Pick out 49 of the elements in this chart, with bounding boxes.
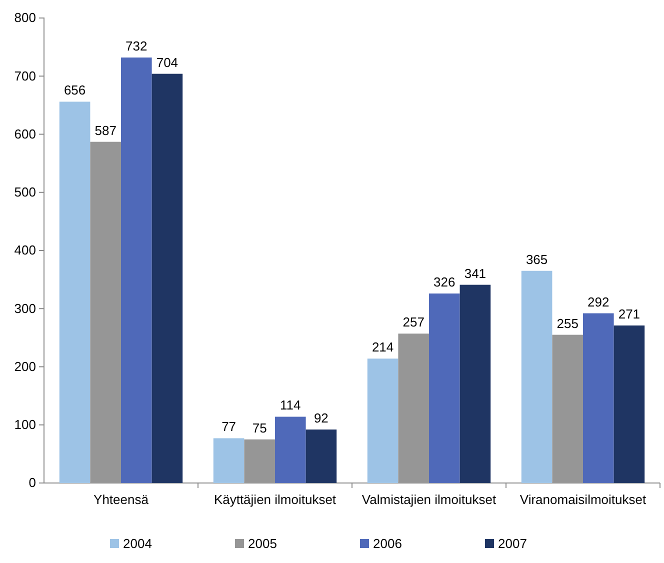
data-label: 257 (402, 314, 424, 330)
y-tick-label: 100 (14, 417, 36, 432)
bar (59, 102, 90, 483)
x-tick-label: Käyttäjien ilmoitukset (214, 492, 336, 507)
x-tick-label: Valmistajien ilmoitukset (362, 492, 496, 507)
y-tick-label: 0 (28, 475, 36, 490)
bar (614, 325, 645, 483)
bar (152, 74, 183, 483)
bar (306, 430, 337, 483)
y-tick-label: 600 (14, 126, 36, 142)
y-tick-label: 800 (14, 10, 36, 26)
data-label: 732 (126, 38, 148, 54)
legend-label: 2006 (373, 536, 402, 551)
data-label: 587 (94, 122, 116, 138)
bar (521, 270, 552, 483)
x-tick-label: Viranomaisilmoitukset (520, 492, 646, 507)
bar (121, 58, 152, 483)
data-label: 271 (618, 306, 640, 322)
data-label: 292 (588, 294, 610, 310)
bar (213, 438, 244, 483)
data-label: 214 (372, 340, 394, 355)
data-label: 114 (280, 398, 301, 413)
data-label: 75 (252, 420, 267, 436)
data-label: 341 (464, 266, 486, 281)
data-label: 255 (556, 316, 578, 331)
bar (367, 358, 398, 483)
bar (244, 439, 275, 483)
data-label: 77 (222, 419, 236, 434)
bar (583, 313, 614, 483)
bar (429, 294, 460, 483)
bar (552, 334, 583, 483)
legend-label: 2005 (248, 536, 277, 551)
legend-label: 2004 (123, 536, 152, 551)
bar (90, 142, 121, 483)
bar (398, 334, 429, 483)
data-label: 656 (64, 82, 86, 98)
y-tick-label: 300 (14, 300, 36, 316)
y-tick-label: 500 (14, 184, 36, 200)
y-tick-label: 400 (14, 242, 36, 258)
data-label: 365 (526, 252, 548, 267)
y-tick-label: 200 (14, 358, 36, 374)
bar (275, 416, 306, 483)
legend-label: 2007 (498, 536, 527, 551)
data-label: 92 (314, 410, 328, 426)
x-tick-label: Yhteensä (94, 492, 150, 507)
data-label: 326 (434, 274, 456, 290)
bar (460, 284, 491, 483)
y-tick-label: 700 (14, 68, 36, 84)
data-label: 704 (156, 54, 178, 70)
